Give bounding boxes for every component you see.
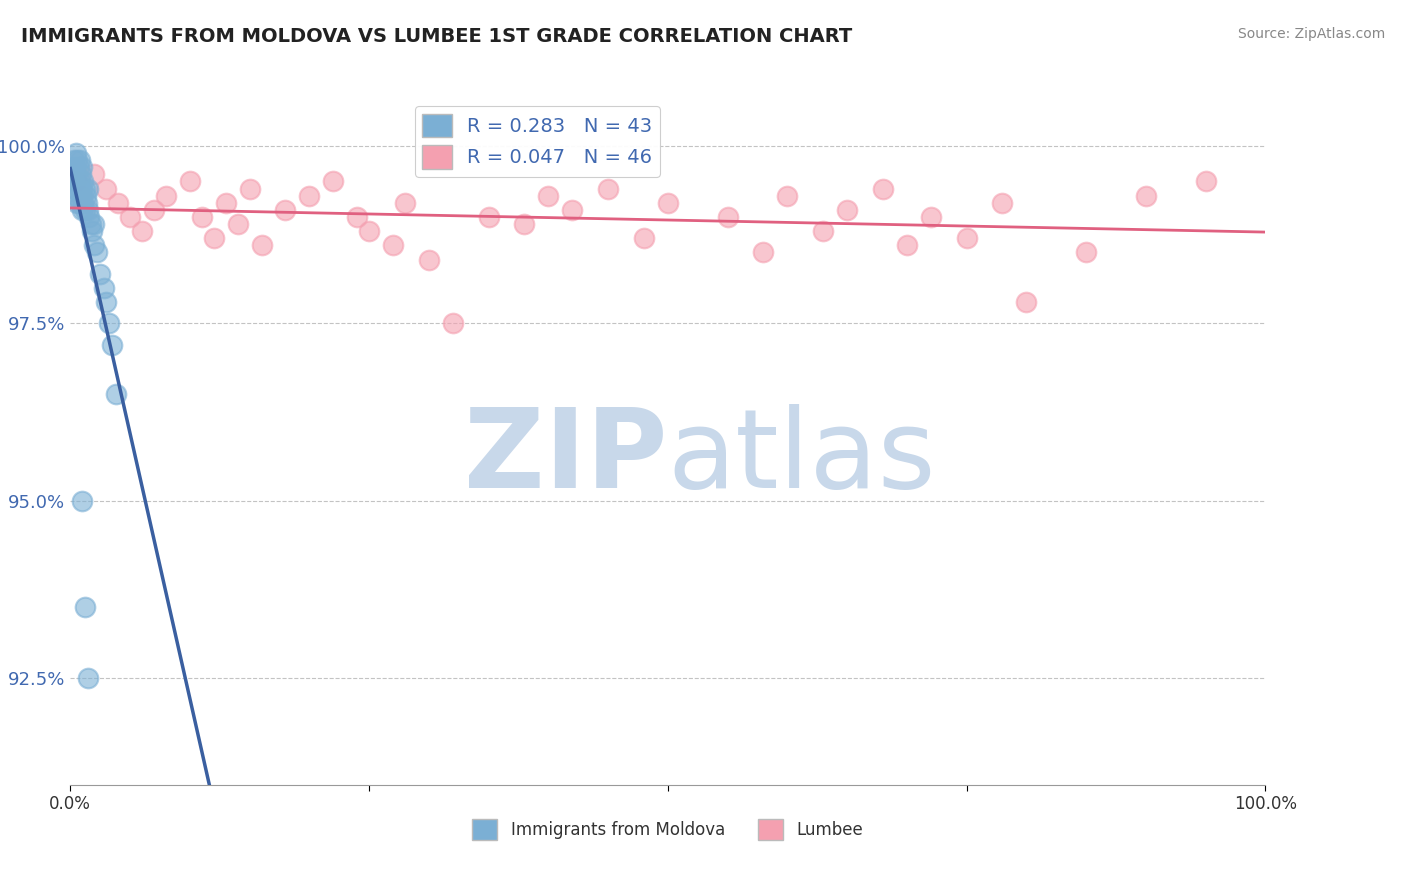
- Point: [274, 202, 297, 217]
- Point: [65, 174, 87, 188]
- Point: [83, 217, 105, 231]
- Point: [67, 181, 90, 195]
- Legend: Immigrants from Moldova, Lumbee: Immigrants from Moldova, Lumbee: [465, 813, 870, 847]
- Point: [72, 174, 94, 188]
- Point: [66, 153, 89, 168]
- Point: [65, 188, 87, 202]
- Point: [896, 238, 918, 252]
- Text: Source: ZipAtlas.com: Source: ZipAtlas.com: [1237, 27, 1385, 41]
- Point: [69, 153, 91, 168]
- Point: [70, 168, 93, 182]
- Point: [66, 195, 89, 210]
- Point: [104, 387, 127, 401]
- Point: [73, 600, 96, 615]
- Point: [561, 202, 583, 217]
- Point: [65, 146, 87, 161]
- Point: [66, 174, 89, 188]
- Point: [298, 188, 321, 202]
- Point: [478, 210, 501, 224]
- Point: [70, 188, 93, 202]
- Point: [991, 195, 1014, 210]
- Point: [79, 217, 101, 231]
- Point: [837, 202, 859, 217]
- Point: [63, 181, 86, 195]
- Text: IMMIGRANTS FROM MOLDOVA VS LUMBEE 1ST GRADE CORRELATION CHART: IMMIGRANTS FROM MOLDOVA VS LUMBEE 1ST GR…: [21, 27, 852, 45]
- Point: [76, 195, 98, 210]
- Point: [657, 195, 679, 210]
- Point: [73, 181, 96, 195]
- Point: [93, 281, 115, 295]
- Point: [63, 174, 86, 188]
- Point: [70, 181, 93, 195]
- Point: [250, 238, 273, 252]
- Point: [537, 188, 560, 202]
- Point: [131, 224, 153, 238]
- Point: [956, 231, 979, 245]
- Point: [143, 202, 166, 217]
- Point: [120, 210, 141, 224]
- Point: [1135, 188, 1157, 202]
- Point: [101, 338, 124, 352]
- Point: [70, 202, 93, 217]
- Point: [717, 210, 740, 224]
- Point: [155, 188, 177, 202]
- Point: [1076, 245, 1098, 260]
- Point: [813, 224, 835, 238]
- Point: [97, 317, 120, 331]
- Point: [86, 245, 108, 260]
- Point: [322, 174, 344, 188]
- Point: [67, 161, 90, 175]
- Text: ZIP: ZIP: [464, 404, 668, 511]
- Point: [79, 210, 101, 224]
- Point: [96, 181, 118, 195]
- Point: [346, 210, 368, 224]
- Point: [202, 231, 225, 245]
- Point: [752, 245, 775, 260]
- Point: [75, 188, 97, 202]
- Point: [633, 231, 655, 245]
- Point: [382, 238, 405, 252]
- Point: [776, 188, 799, 202]
- Point: [179, 174, 201, 188]
- Point: [107, 195, 129, 210]
- Point: [191, 210, 214, 224]
- Point: [83, 238, 105, 252]
- Point: [239, 181, 262, 195]
- Point: [1015, 295, 1038, 310]
- Point: [72, 195, 94, 210]
- Point: [63, 161, 86, 175]
- Point: [214, 195, 236, 210]
- Point: [89, 267, 111, 281]
- Point: [77, 181, 100, 195]
- Point: [96, 295, 118, 310]
- Point: [513, 217, 536, 231]
- Point: [1195, 174, 1218, 188]
- Point: [80, 224, 103, 238]
- Point: [63, 153, 86, 168]
- Point: [83, 168, 105, 182]
- Point: [920, 210, 942, 224]
- Point: [226, 217, 249, 231]
- Point: [69, 174, 91, 188]
- Point: [359, 224, 381, 238]
- Point: [73, 202, 96, 217]
- Text: atlas: atlas: [668, 404, 936, 511]
- Point: [394, 195, 416, 210]
- Point: [872, 181, 894, 195]
- Point: [77, 672, 100, 686]
- Point: [441, 317, 464, 331]
- Point: [418, 252, 440, 267]
- Point: [598, 181, 620, 195]
- Point: [70, 161, 93, 175]
- Point: [70, 494, 93, 508]
- Point: [70, 188, 93, 202]
- Point: [65, 168, 87, 182]
- Point: [69, 195, 91, 210]
- Point: [77, 202, 100, 217]
